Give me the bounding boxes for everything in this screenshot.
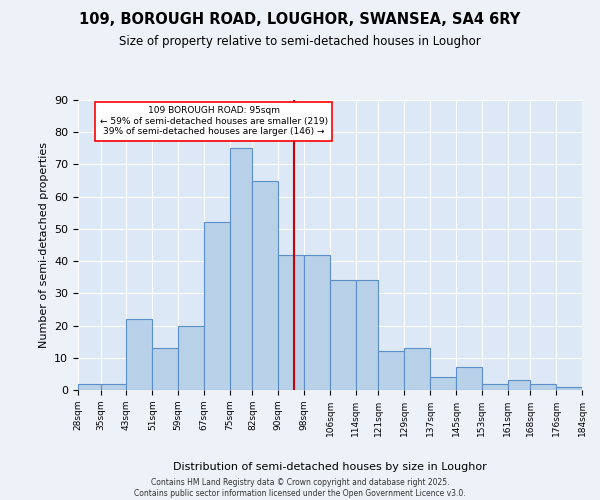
Bar [178, 326, 204, 390]
Bar [78, 384, 101, 390]
Bar [356, 280, 379, 390]
Bar [127, 319, 152, 390]
Text: 109, BOROUGH ROAD, LOUGHOR, SWANSEA, SA4 6RY: 109, BOROUGH ROAD, LOUGHOR, SWANSEA, SA4… [79, 12, 521, 28]
Bar [508, 380, 530, 390]
Text: Size of property relative to semi-detached houses in Loughor: Size of property relative to semi-detach… [119, 35, 481, 48]
Bar [152, 348, 178, 390]
Bar [304, 254, 330, 390]
Bar [330, 280, 356, 390]
Bar [379, 352, 404, 390]
Bar [278, 254, 304, 390]
Bar [456, 368, 482, 390]
Y-axis label: Number of semi-detached properties: Number of semi-detached properties [38, 142, 49, 348]
Bar [430, 377, 456, 390]
Bar [101, 384, 127, 390]
Text: 109 BOROUGH ROAD: 95sqm
← 59% of semi-detached houses are smaller (219)
39% of s: 109 BOROUGH ROAD: 95sqm ← 59% of semi-de… [100, 106, 328, 136]
Bar [230, 148, 253, 390]
Bar [404, 348, 430, 390]
Bar [204, 222, 230, 390]
Text: Distribution of semi-detached houses by size in Loughor: Distribution of semi-detached houses by … [173, 462, 487, 472]
Bar [530, 384, 556, 390]
Bar [253, 180, 278, 390]
Bar [482, 384, 508, 390]
Bar [556, 387, 582, 390]
Text: Contains HM Land Registry data © Crown copyright and database right 2025.
Contai: Contains HM Land Registry data © Crown c… [134, 478, 466, 498]
